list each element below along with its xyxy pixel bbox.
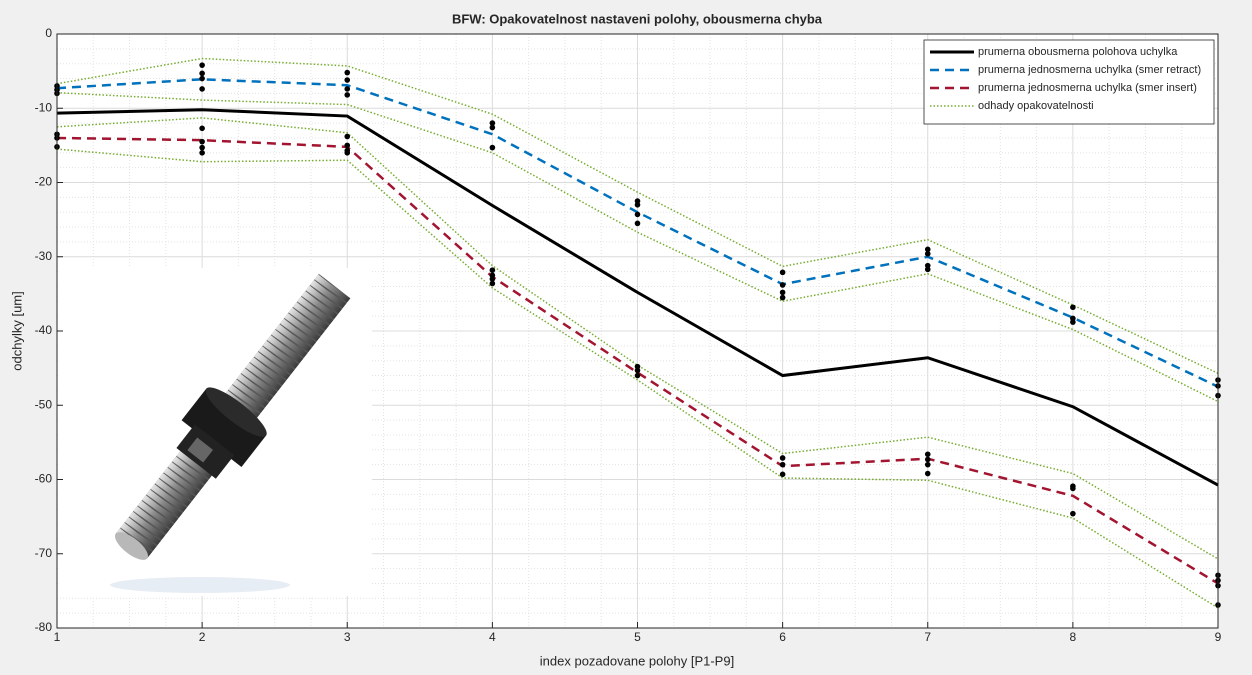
data-point <box>344 77 351 83</box>
series-line <box>56 148 1219 609</box>
data-point <box>199 75 205 82</box>
data-point <box>779 294 786 301</box>
chart-title: BFW: Opakovatelnost nastaveni polohy, ob… <box>452 11 823 26</box>
series-line <box>56 57 1219 375</box>
y-axis-label: odchylky [um] <box>9 291 24 370</box>
y-tick-label: -30 <box>35 249 53 263</box>
x-tick-label: 4 <box>489 630 496 644</box>
data-point <box>924 456 931 463</box>
y-tick-label: -10 <box>35 100 53 114</box>
data-point <box>779 269 786 276</box>
data-point <box>199 125 205 132</box>
data-point <box>199 144 205 151</box>
y-tick-label: 0 <box>45 26 52 40</box>
legend: prumerna obousmerna polohova uchylka prum… <box>923 39 1215 125</box>
y-tick-label: -20 <box>35 175 53 189</box>
x-axis-label: index pozadovane polohy [P1-P9] <box>540 653 734 668</box>
data-point <box>344 133 351 140</box>
data-point <box>1070 319 1076 325</box>
data-point <box>779 461 786 468</box>
data-point <box>634 372 641 379</box>
data-point <box>199 62 205 68</box>
data-point <box>924 451 931 458</box>
y-tick-label: -70 <box>35 546 53 560</box>
data-point <box>779 289 786 296</box>
x-tick-label: 6 <box>779 630 786 644</box>
data-point <box>489 120 496 126</box>
data-point <box>199 70 205 77</box>
data-point <box>489 124 496 131</box>
x-tick-label: 5 <box>634 630 641 644</box>
series-line <box>56 108 1219 487</box>
product-photo <box>60 268 372 596</box>
legend-box <box>923 39 1215 125</box>
data-point <box>634 211 641 218</box>
data-point <box>634 220 641 227</box>
data-point <box>634 367 641 374</box>
data-point <box>344 86 351 92</box>
data-point <box>1070 304 1076 311</box>
data-point <box>1070 485 1076 492</box>
data-point <box>924 470 931 477</box>
data-point <box>199 86 205 92</box>
x-tick-label: 1 <box>54 630 61 644</box>
y-tick-label: -60 <box>35 472 53 486</box>
data-point <box>779 455 786 461</box>
data-point <box>489 267 496 273</box>
legend-label: odhady opakovatelnosti <box>978 100 1094 112</box>
data-point <box>344 92 351 98</box>
legend-label: prumerna obousmerna polohova uchylka <box>978 46 1178 58</box>
data-point <box>924 250 931 257</box>
data-point <box>924 246 931 253</box>
data-point <box>634 201 641 208</box>
data-point <box>924 266 931 273</box>
data-point <box>1070 510 1076 517</box>
y-tick-label: -40 <box>35 323 53 337</box>
data-point <box>199 150 205 156</box>
data-point <box>779 282 786 288</box>
data-point <box>489 280 496 287</box>
data-point <box>344 142 351 149</box>
data-point <box>489 144 496 151</box>
series-line <box>56 91 1219 403</box>
x-tick-label: 3 <box>344 630 351 644</box>
data-point <box>199 138 205 145</box>
data-point <box>489 276 496 282</box>
data-point <box>779 471 786 478</box>
y-tick-label: -50 <box>35 397 53 411</box>
data-point <box>924 461 931 468</box>
legend-label: prumerna jednosmerna uchylka (smer retra… <box>978 64 1201 76</box>
x-tick-label: 9 <box>1215 630 1222 644</box>
x-tick-label: 2 <box>199 630 206 644</box>
legend-label: prumerna jednosmerna uchylka (smer inser… <box>978 82 1197 94</box>
x-tick-label: 7 <box>924 630 931 644</box>
plot <box>54 57 1221 609</box>
data-point <box>344 150 351 156</box>
x-tick-label: 8 <box>1070 630 1077 644</box>
y-tick-label: -80 <box>35 620 53 634</box>
data-point <box>344 69 351 76</box>
